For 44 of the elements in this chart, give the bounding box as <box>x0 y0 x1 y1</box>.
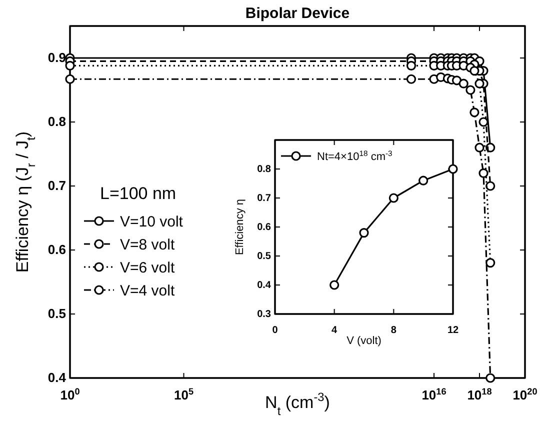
x-tick-label: 8 <box>390 325 397 336</box>
x-tick-label: 12 <box>447 325 459 336</box>
y-tick-label: 0.5 <box>257 251 272 262</box>
y-tick-label: 0.8 <box>257 164 272 176</box>
annotation: L=100 nm <box>100 184 176 203</box>
x-axis-title: V (volt) <box>346 335 382 347</box>
x-tick-label: 0 <box>272 325 278 336</box>
y-tick-label: 0.5 <box>48 306 66 322</box>
point <box>470 108 480 118</box>
point <box>474 78 484 88</box>
point <box>452 76 462 86</box>
point <box>330 280 340 290</box>
point <box>388 193 398 203</box>
x-tick-label: 10$^{0}$ <box>60 386 80 403</box>
legend-label: V=6 volt <box>120 259 176 276</box>
point <box>458 78 468 88</box>
y-tick-label: 0.8 <box>48 114 66 130</box>
y-tick-label: 0.7 <box>257 193 272 204</box>
y-tick-label: 0.7 <box>48 178 66 194</box>
point <box>474 142 484 152</box>
x-axis-title: N$_{t}$ (cm$^{-3}$) <box>265 390 330 418</box>
x-tick-label: 10$^{20}$ <box>512 386 538 403</box>
point <box>486 373 496 383</box>
legend-label: Nt=4×10$^{18}$ cm$^{-3}$ <box>317 148 392 163</box>
legend-label: V=4 volt <box>120 282 176 300</box>
point <box>470 66 480 76</box>
y-tick-label: 0.3 <box>257 309 272 320</box>
point <box>486 181 496 191</box>
point <box>486 258 496 268</box>
x-tick-label: 10$^{18}$ <box>467 386 492 403</box>
chart-title: Bipolar Device <box>245 5 350 22</box>
legend-label: V=10 volt <box>120 213 184 230</box>
point <box>418 176 428 186</box>
x-tick-label: 4 <box>332 325 338 336</box>
y-axis-title: Efficiency η <box>234 198 246 256</box>
y-tick-label: 0.4 <box>257 280 272 292</box>
legend-label: V=8 volt <box>120 236 176 254</box>
x-tick-label: 10$^{5}$ <box>174 386 194 403</box>
point <box>359 228 369 238</box>
y-tick-label: 0.6 <box>48 242 66 258</box>
y-tick-label: 0.9 <box>48 50 66 66</box>
x-tick-label: 10$^{16}$ <box>422 386 446 403</box>
y-tick-label: 0.4 <box>48 370 67 386</box>
y-tick-label: 0.6 <box>257 222 272 234</box>
